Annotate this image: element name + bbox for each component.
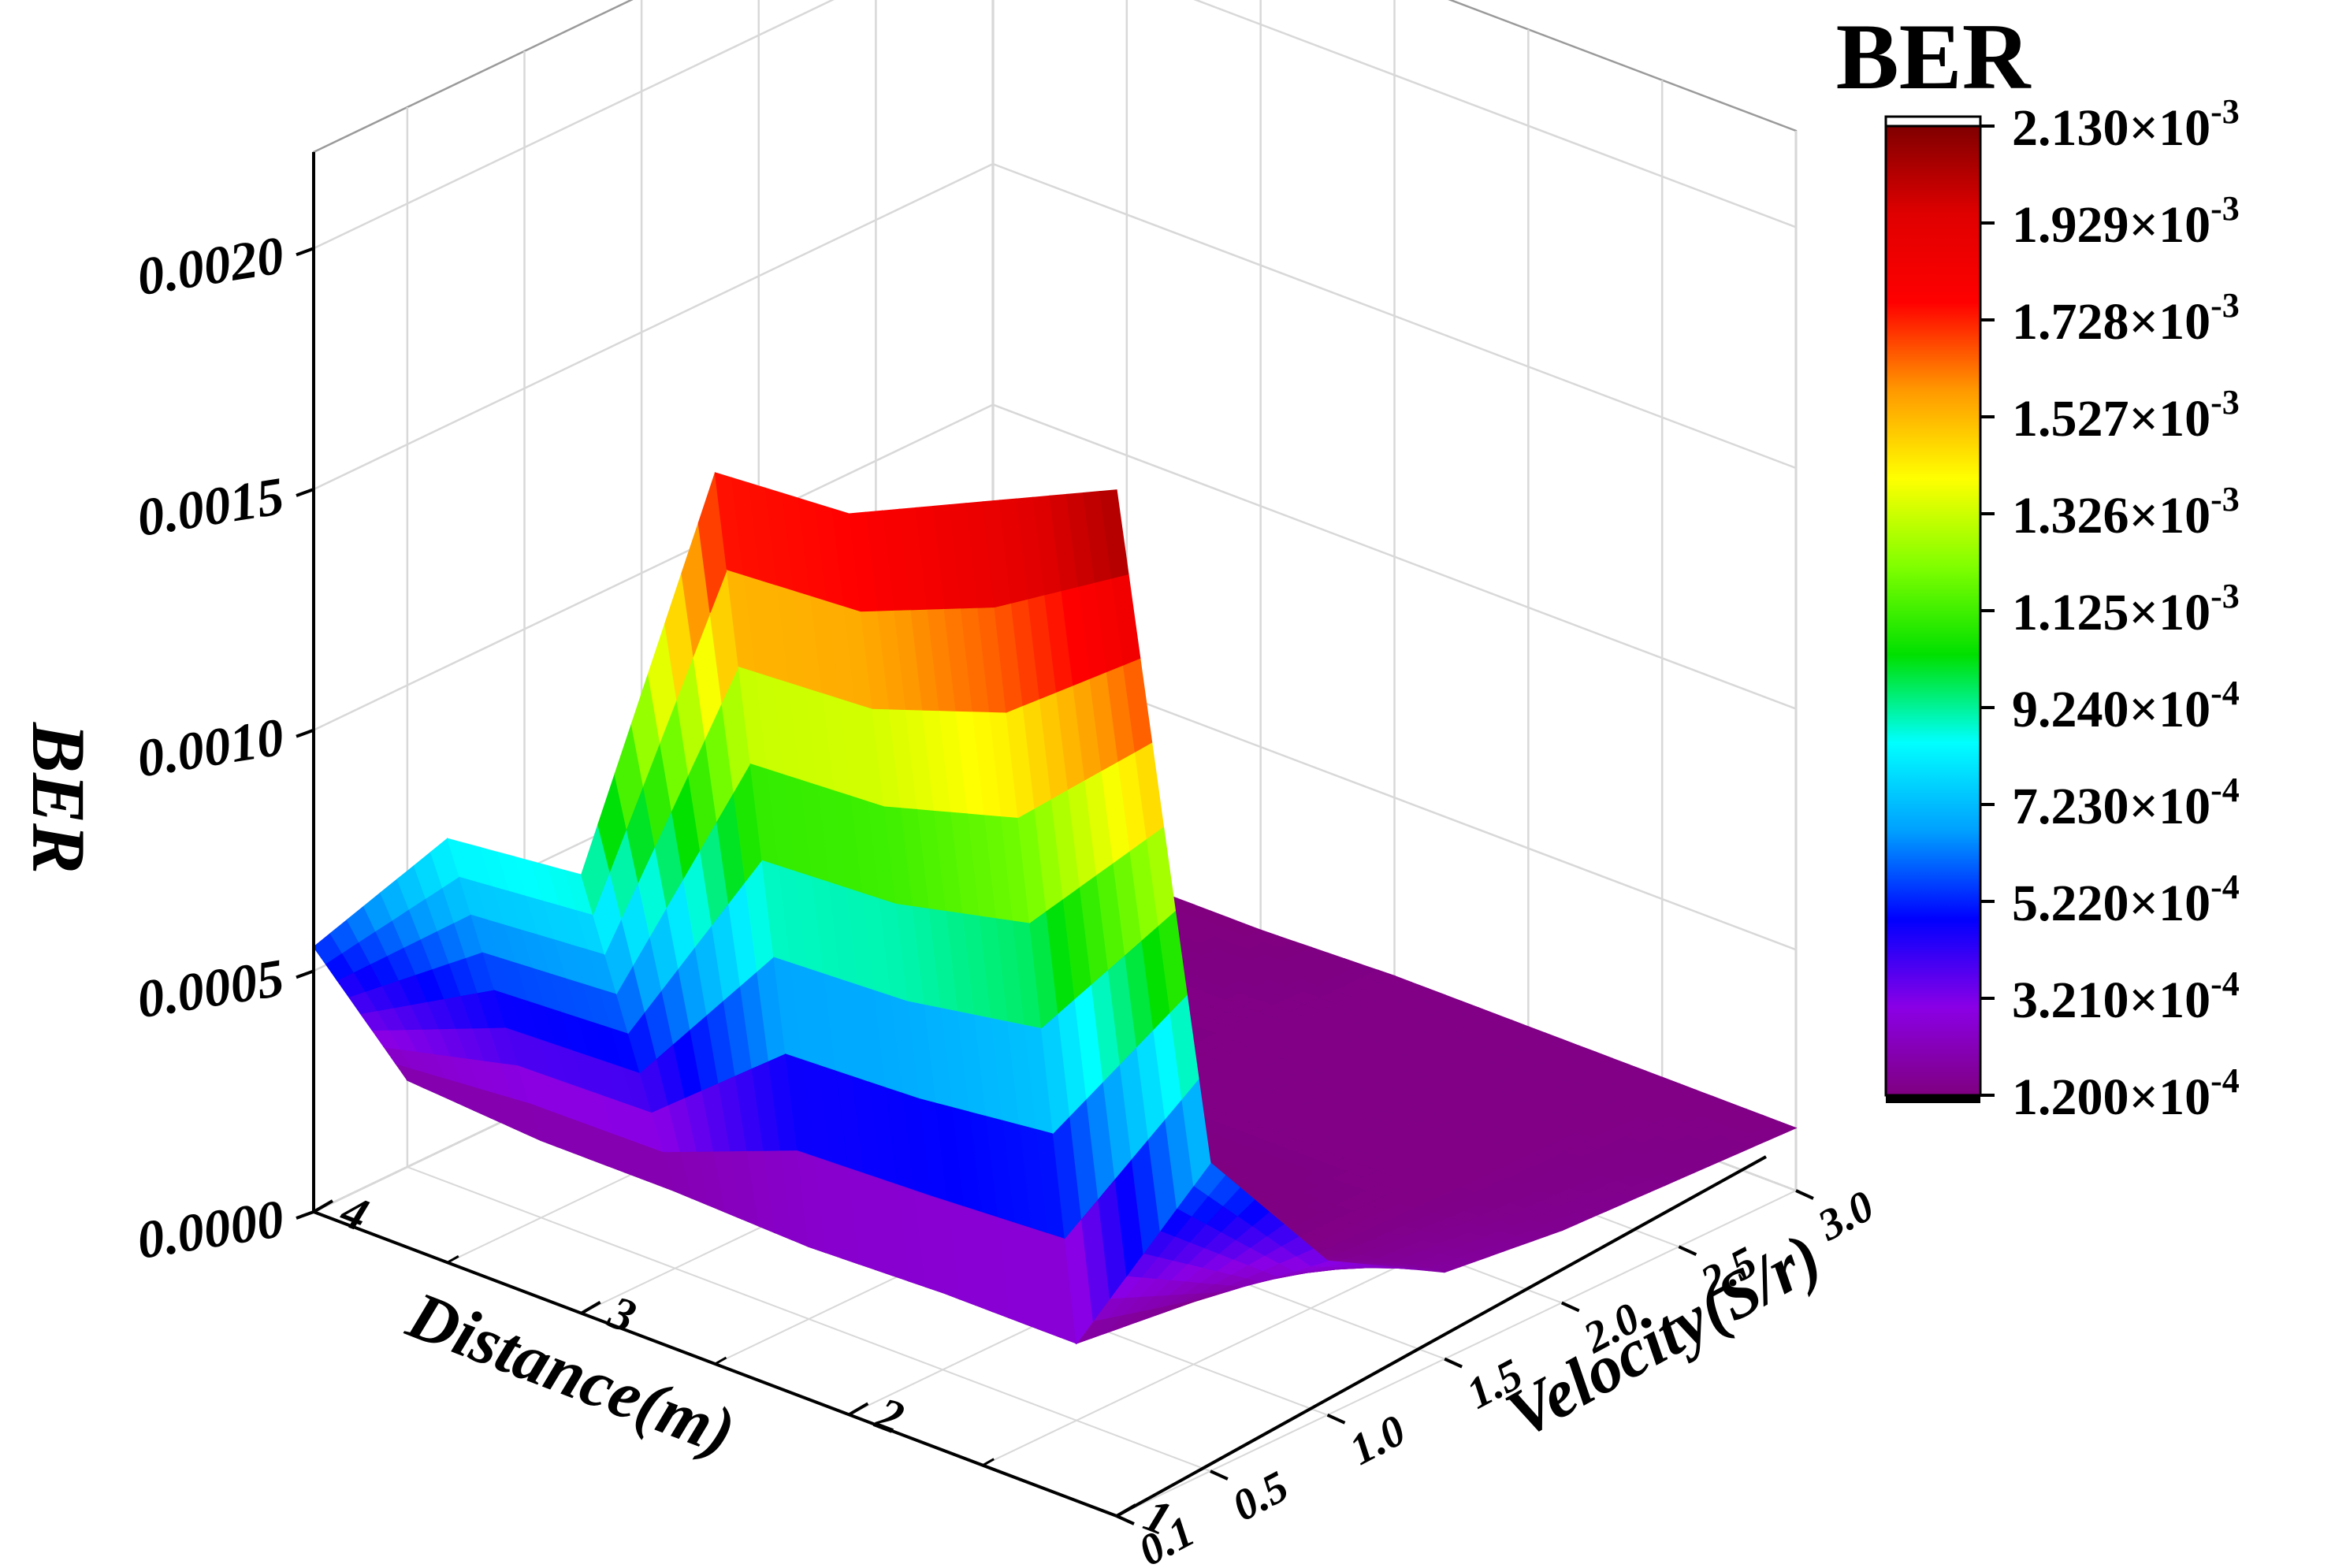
velocity-tick xyxy=(1326,1414,1346,1425)
z-axis-title: BER xyxy=(17,722,101,874)
colorbar-label: 2.130×10-3 xyxy=(2012,92,2240,157)
velocity-tick xyxy=(1116,1514,1135,1525)
colorbar-label: 1.728×10-3 xyxy=(2012,286,2240,351)
colorbar-label: 1.527×10-3 xyxy=(2012,383,2240,448)
z-tick-label: 0.0005 xyxy=(133,947,288,1029)
velocity-tick xyxy=(1678,1245,1697,1257)
colorbar-label: 7.230×10-4 xyxy=(2012,771,2240,835)
z-tick xyxy=(296,488,314,497)
velocity-tick xyxy=(1560,1301,1580,1313)
z-tick xyxy=(296,728,314,738)
z-tick-label: 0.0020 xyxy=(133,225,288,307)
surface-plot xyxy=(313,472,1798,1345)
colorbar-label: 1.326×10-3 xyxy=(2012,480,2240,544)
colorbar-overflow-cap xyxy=(1884,115,1982,128)
colorbar-label: 3.210×10-4 xyxy=(2012,964,2240,1029)
velocity-tick-label: 0.1 xyxy=(1131,1507,1203,1568)
distance-tick xyxy=(1115,1503,1137,1518)
colorbar-label: 1.929×10-3 xyxy=(2012,189,2240,254)
z-tick xyxy=(296,1210,314,1220)
colorbar-label: 1.200×10-4 xyxy=(2012,1061,2240,1126)
colorbar-gradient xyxy=(1884,124,1982,1097)
colorbar-underflow-cap xyxy=(1886,1095,1980,1103)
distance-tick xyxy=(312,1199,334,1213)
z-gridline xyxy=(313,162,1797,491)
velocity-tick xyxy=(1444,1357,1463,1369)
velocity-tick-label: 0.5 xyxy=(1225,1462,1296,1531)
velocity-tick xyxy=(1210,1470,1229,1481)
velocity-tick-label: 3.0 xyxy=(1809,1181,1882,1250)
z-tick xyxy=(296,247,314,257)
distance-axis-title: Distance(m) xyxy=(397,1276,745,1470)
colorbar-label: 9.240×10-4 xyxy=(2012,674,2240,738)
z-tick xyxy=(296,969,314,979)
colorbar-label: 5.220×10-4 xyxy=(2012,868,2240,932)
distance-minor-tick xyxy=(714,1356,727,1365)
z-gridline xyxy=(313,0,1797,250)
distance-tick xyxy=(848,1402,869,1417)
distance-minor-tick xyxy=(447,1255,459,1264)
floor-gridline xyxy=(1116,1190,1797,1517)
velocity-axis-line xyxy=(1116,1155,1767,1518)
z-tick-label: 0.0015 xyxy=(133,466,288,548)
colorbar-label: 1.125×10-3 xyxy=(2012,577,2240,641)
velocity-tick-label: 1.0 xyxy=(1342,1406,1414,1475)
distance-tick xyxy=(580,1300,601,1315)
colorbar-title: BER xyxy=(1836,4,2032,109)
z-tick-label: 0.0000 xyxy=(133,1188,288,1270)
velocity-tick xyxy=(1795,1189,1814,1200)
surface-patch xyxy=(1099,489,1129,579)
distance-minor-tick xyxy=(982,1458,995,1466)
z-tick-label: 0.0010 xyxy=(133,706,288,788)
